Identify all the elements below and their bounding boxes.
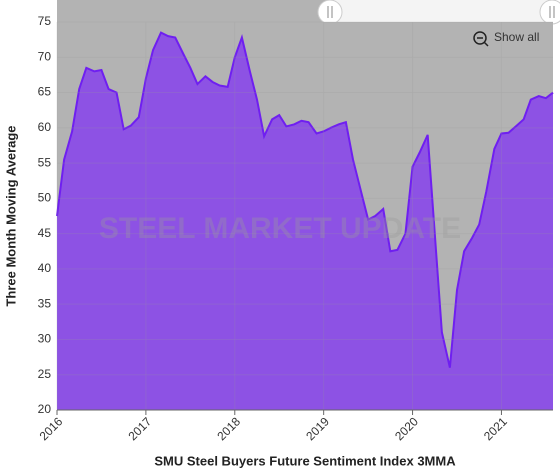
navigator-selected	[330, 0, 553, 22]
x-tick-label: 2019	[303, 414, 332, 443]
y-tick-label: 70	[38, 49, 52, 63]
y-tick-label: 50	[38, 191, 52, 205]
x-tick-label: 2016	[37, 414, 66, 443]
y-tick-label: 60	[38, 120, 52, 134]
y-tick-label: 65	[38, 85, 52, 99]
show-all-button[interactable]: Show all	[473, 30, 539, 47]
show-all-label[interactable]: Show all	[494, 30, 539, 44]
y-tick-label: 20	[38, 402, 52, 416]
x-tick-label: 2017	[125, 414, 154, 443]
navigator-handle[interactable]	[317, 0, 343, 25]
x-tick-label: 2021	[481, 414, 510, 443]
y-tick-label: 40	[38, 261, 52, 275]
x-tick-label: 2020	[392, 414, 421, 443]
watermark: STEEL MARKET UPDATE	[99, 212, 461, 245]
y-tick-label: 25	[38, 367, 52, 381]
y-axis-label: Three Month Moving Average	[3, 125, 18, 306]
navigator-handle[interactable]	[539, 0, 560, 25]
line	[56, 31, 554, 368]
x-tick-label: 2018	[214, 414, 243, 443]
navigator-unselected	[57, 0, 330, 22]
y-tick-label: 75	[38, 14, 52, 28]
y-tick-label: 35	[38, 296, 52, 310]
area	[57, 32, 553, 410]
x-axis-label: SMU Steel Buyers Future Sentiment Index …	[154, 453, 456, 468]
y-tick-label: 30	[38, 332, 52, 346]
y-tick-label: 45	[38, 226, 52, 240]
y-tick-label: 55	[38, 155, 52, 169]
